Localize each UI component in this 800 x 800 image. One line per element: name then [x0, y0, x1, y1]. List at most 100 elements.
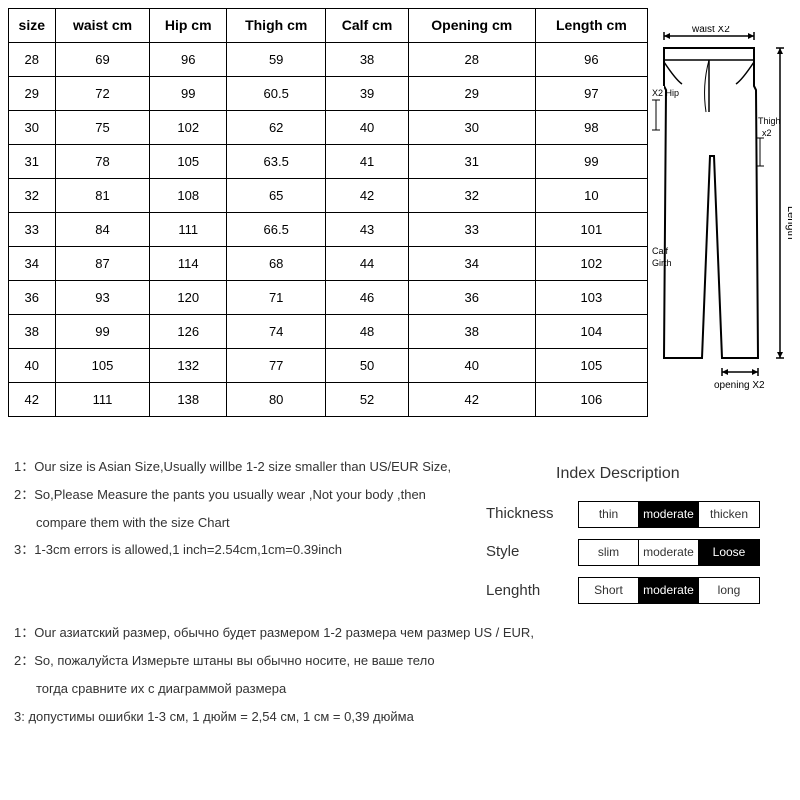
- table-cell: 46: [326, 281, 408, 315]
- table-row: 3693120714636103: [9, 281, 648, 315]
- table-cell: 62: [226, 111, 325, 145]
- table-cell: 34: [408, 247, 535, 281]
- table-cell: 120: [150, 281, 226, 315]
- col-header: Length cm: [535, 9, 647, 43]
- table-cell: 96: [150, 43, 226, 77]
- table-cell: 102: [150, 111, 226, 145]
- table-cell: 138: [150, 383, 226, 417]
- table-row: 317810563.5413199: [9, 145, 648, 179]
- table-cell: 29: [9, 77, 56, 111]
- table-cell: 63.5: [226, 145, 325, 179]
- table-cell: 44: [326, 247, 408, 281]
- table-cell: 65: [226, 179, 325, 213]
- index-option: moderate: [639, 578, 699, 603]
- opening-label: opening X2: [714, 380, 765, 391]
- index-description: Index Description Thicknessthinmoderatet…: [486, 457, 786, 615]
- table-cell: 102: [535, 247, 647, 281]
- col-header: Hip cm: [150, 9, 226, 43]
- table-cell: 40: [408, 349, 535, 383]
- table-cell: 99: [55, 315, 150, 349]
- table-row: 29729960.5392997: [9, 77, 648, 111]
- calf-label: Calf: [652, 246, 669, 256]
- index-row: Thicknessthinmoderatethicken: [486, 501, 786, 528]
- table-cell: 36: [9, 281, 56, 315]
- table-cell: 60.5: [226, 77, 325, 111]
- table-row: 28699659382896: [9, 43, 648, 77]
- table-cell: 105: [55, 349, 150, 383]
- table-cell: 40: [326, 111, 408, 145]
- hip-label: X2 Hip: [652, 88, 679, 98]
- table-cell: 72: [55, 77, 150, 111]
- index-options: thinmoderatethicken: [578, 501, 760, 528]
- table-cell: 105: [150, 145, 226, 179]
- table-cell: 43: [326, 213, 408, 247]
- table-cell: 52: [326, 383, 408, 417]
- table-cell: 28: [9, 43, 56, 77]
- table-cell: 40: [9, 349, 56, 383]
- index-option: Short: [579, 578, 639, 603]
- table-cell: 81: [55, 179, 150, 213]
- col-header: size: [9, 9, 56, 43]
- table-cell: 29: [408, 77, 535, 111]
- table-row: 338411166.54333101: [9, 213, 648, 247]
- index-options: Shortmoderatelong: [578, 577, 760, 604]
- index-option: moderate: [639, 502, 699, 527]
- index-row: LenghthShortmoderatelong: [486, 577, 786, 604]
- size-chart-table: sizewaist cmHip cmThigh cmCalf cmOpening…: [8, 8, 648, 417]
- table-cell: 32: [408, 179, 535, 213]
- note-en-2: 2：So,Please Measure the pants you usuall…: [14, 485, 456, 506]
- table-row: 40105132775040105: [9, 349, 648, 383]
- table-cell: 32: [9, 179, 56, 213]
- table-cell: 103: [535, 281, 647, 315]
- table-row: 328110865423210: [9, 179, 648, 213]
- table-cell: 96: [535, 43, 647, 77]
- table-row: 3899126744838104: [9, 315, 648, 349]
- waist-label: waist X2: [691, 26, 730, 35]
- table-cell: 39: [326, 77, 408, 111]
- index-option: long: [699, 578, 759, 603]
- table-cell: 97: [535, 77, 647, 111]
- table-cell: 30: [9, 111, 56, 145]
- table-cell: 36: [408, 281, 535, 315]
- table-cell: 87: [55, 247, 150, 281]
- note-ru-3: 3: допустимы ошибки 1-3 см, 1 дюйм = 2,5…: [14, 707, 786, 728]
- table-cell: 74: [226, 315, 325, 349]
- col-header: Calf cm: [326, 9, 408, 43]
- table-cell: 33: [9, 213, 56, 247]
- table-cell: 48: [326, 315, 408, 349]
- table-cell: 28: [408, 43, 535, 77]
- girth-label: Girth: [652, 258, 672, 268]
- table-cell: 99: [535, 145, 647, 179]
- note-en-2b: compare them with the size Chart: [14, 513, 456, 534]
- index-options: slimmoderateLoose: [578, 539, 760, 566]
- table-cell: 38: [326, 43, 408, 77]
- index-label: Style: [486, 540, 578, 564]
- table-cell: 77: [226, 349, 325, 383]
- table-cell: 108: [150, 179, 226, 213]
- notes-english: 1：Our size is Asian Size,Usually willbe …: [14, 457, 456, 568]
- index-option: thicken: [699, 502, 759, 527]
- table-cell: 104: [535, 315, 647, 349]
- table-cell: 42: [408, 383, 535, 417]
- note-ru-1: 1：Our азиатский размер, обычно будет раз…: [14, 623, 786, 644]
- table-cell: 106: [535, 383, 647, 417]
- table-cell: 80: [226, 383, 325, 417]
- note-ru-2b: тогда сравните их с диаграммой размера: [14, 679, 786, 700]
- table-cell: 33: [408, 213, 535, 247]
- table-cell: 105: [535, 349, 647, 383]
- table-cell: 93: [55, 281, 150, 315]
- table-cell: 30: [408, 111, 535, 145]
- notes-russian: 1：Our азиатский размер, обычно будет раз…: [14, 623, 786, 727]
- index-label: Lenghth: [486, 579, 578, 603]
- table-cell: 132: [150, 349, 226, 383]
- index-option: thin: [579, 502, 639, 527]
- table-cell: 59: [226, 43, 325, 77]
- table-row: 3487114684434102: [9, 247, 648, 281]
- table-cell: 42: [326, 179, 408, 213]
- table-cell: 41: [326, 145, 408, 179]
- index-row: StyleslimmoderateLoose: [486, 539, 786, 566]
- table-cell: 84: [55, 213, 150, 247]
- table-cell: 69: [55, 43, 150, 77]
- thigh-label: Thigh: [758, 116, 781, 126]
- table-cell: 99: [150, 77, 226, 111]
